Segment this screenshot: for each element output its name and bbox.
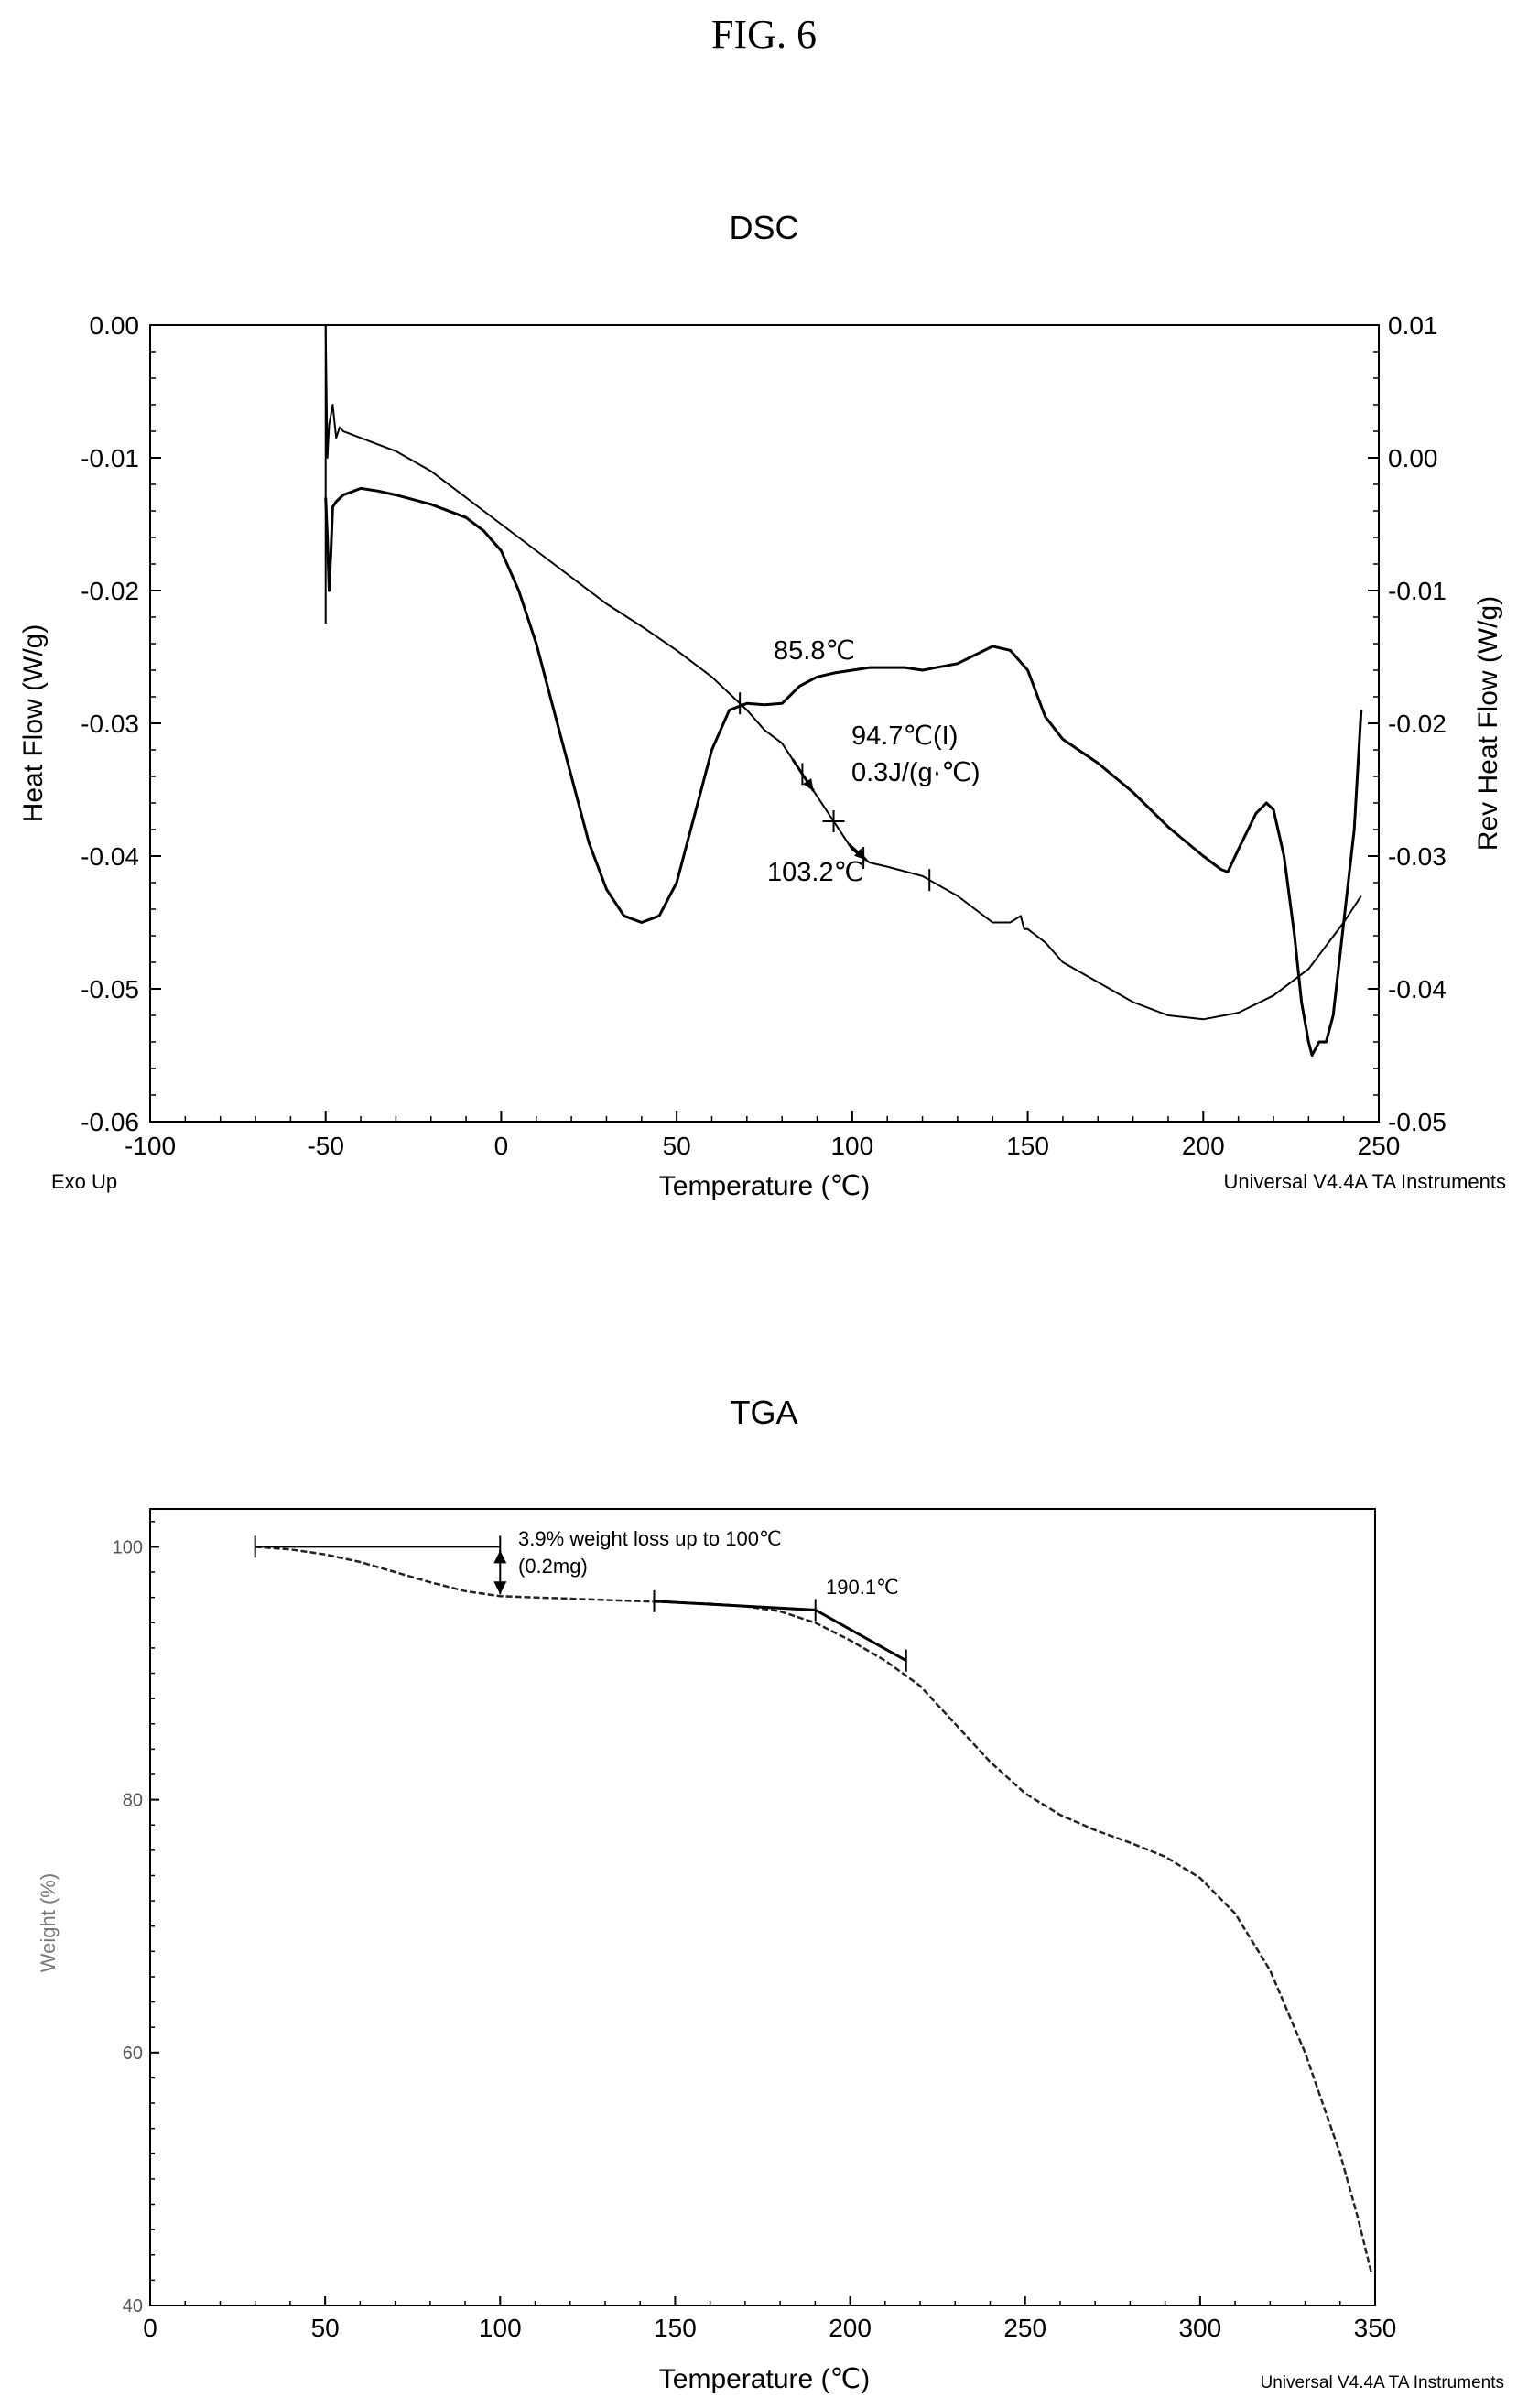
dsc-footer-left: Exo Up: [51, 1170, 117, 1193]
tga-plot-frame: [149, 1508, 1376, 2306]
dsc-y-tick-label: -0.06: [81, 1108, 139, 1136]
dsc-y-tick-label: -0.05: [81, 975, 139, 1003]
tga-annotation-weight-loss: 3.9% weight loss up to 100℃: [518, 1527, 782, 1550]
tga-baseline-tangent: [654, 1600, 816, 1611]
tga-slope-tangent: [814, 1609, 907, 1663]
dsc-y-tick-label: -0.03: [81, 710, 139, 738]
dsc-arrow-head: [803, 778, 814, 791]
tga-y-tick-label: 80: [123, 1791, 143, 1811]
dsc-y2-tick-label: 0.01: [1388, 311, 1438, 340]
tga-x-axis-title: Temperature (℃): [659, 2364, 870, 2394]
dsc-x-tick-label: 0: [494, 1132, 509, 1160]
dsc-x-tick-label: 50: [663, 1132, 691, 1160]
tga-y-tick-label: 40: [123, 2296, 143, 2316]
tga-arrow-head-down: [493, 1581, 507, 1595]
tga-weight-line: [255, 1546, 1373, 2274]
dsc-series: [324, 324, 1363, 1057]
tga-x-tick-label: 150: [654, 2314, 697, 2342]
tga-x-tick-label: 250: [1003, 2314, 1046, 2342]
dsc-y-tick-label: -0.04: [81, 842, 139, 871]
dsc-y-tick-label: -0.02: [81, 577, 139, 605]
tga-series: [255, 1546, 1373, 2274]
dsc-x-axis-title: Temperature (℃): [659, 1171, 870, 1201]
dsc-chart: -100 -50 0 50 100 150 200 250 0.00 -0.01 -0.02 -0.0…: [18, 311, 1506, 1201]
tga-x-tick-label: 100: [479, 2314, 522, 2342]
dsc-x-tick-label: 100: [830, 1132, 873, 1160]
tga-arrow-head-up: [493, 1550, 507, 1564]
tga-y-tick-label: 60: [123, 2044, 143, 2064]
dsc-footer-right: Universal V4.4A TA Instruments: [1223, 1170, 1506, 1193]
dsc-y2-tick-label: 0.00: [1388, 444, 1438, 472]
dsc-annotation-94-7: 94.7℃(I): [851, 721, 958, 751]
tga-annotation-190-1: 190.1℃: [826, 1576, 899, 1599]
dsc-y2-tick-label: -0.05: [1388, 1108, 1447, 1136]
tga-x-tick-label: 200: [829, 2314, 872, 2342]
dsc-y2-tick-label: -0.03: [1388, 842, 1447, 871]
dsc-chart-title: DSC: [729, 209, 799, 246]
dsc-markers: [739, 692, 931, 892]
dsc-annotation-0-3j: 0.3J/(g·℃): [851, 758, 981, 787]
tga-y-tick-label: 100: [113, 1537, 143, 1557]
tga-ticks: 0 50 100 150 200 250 300 350 100 80 60 40: [113, 1521, 1397, 2342]
dsc-y2-tick-label: -0.02: [1388, 710, 1447, 738]
dsc-x-tick-label: -50: [307, 1132, 343, 1160]
dsc-y-tick-label: 0.00: [90, 311, 140, 340]
tga-annotation-mass: (0.2mg): [518, 1555, 588, 1578]
dsc-y2-tick-label: -0.04: [1388, 975, 1447, 1003]
tga-footer-right: Universal V4.4A TA Instruments: [1261, 2373, 1504, 2392]
dsc-x-tick-label: -100: [125, 1132, 176, 1160]
tga-x-tick-label: 350: [1354, 2314, 1397, 2342]
dsc-annotation-85-8: 85.8℃: [774, 636, 855, 666]
dsc-x-tick-label: 250: [1358, 1132, 1401, 1160]
tga-x-tick-label: 0: [143, 2314, 157, 2342]
tga-markers: [254, 1535, 907, 1672]
tga-y-axis-title: Weight (%): [37, 1873, 60, 1972]
dsc-y-axis-title: Heat Flow (W/g): [18, 624, 49, 823]
figure-title: FIG. 6: [711, 12, 817, 57]
tga-x-tick-label: 300: [1178, 2314, 1221, 2342]
dsc-arrow-head: [853, 848, 867, 861]
dsc-y2-tick-label: -0.01: [1388, 577, 1447, 605]
dsc-heat-flow-line: [324, 486, 1363, 1057]
dsc-rev-heat-flow-line: [324, 324, 1362, 1021]
dsc-y2-axis-title: Rev Heat Flow (W/g): [1473, 596, 1503, 851]
tga-chart-title: TGA: [730, 1394, 798, 1431]
dsc-ticks: -100 -50 0 50 100 150 200 250 0.00 -0.01 -0.02 -0.0…: [81, 311, 1447, 1160]
dsc-x-tick-label: 150: [1006, 1132, 1049, 1160]
dsc-y-tick-label: -0.01: [81, 444, 139, 472]
tga-x-tick-label: 50: [311, 2314, 340, 2342]
dsc-x-tick-label: 200: [1182, 1132, 1225, 1160]
dsc-annotation-103-2: 103.2℃: [767, 858, 863, 887]
